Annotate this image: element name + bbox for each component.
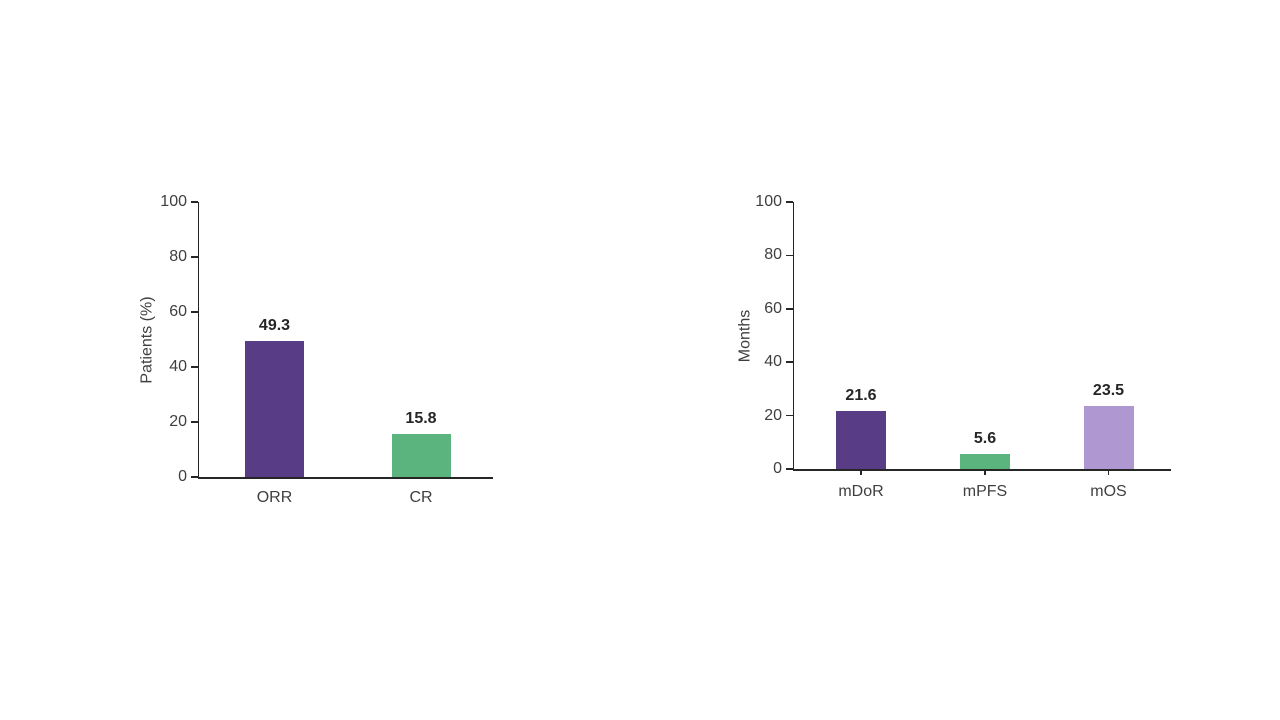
y-tick-label: 0: [773, 460, 782, 477]
bar-cr: [391, 433, 451, 477]
y-tick-mark: [786, 308, 793, 310]
x-axis-category-label: mOS: [1090, 483, 1127, 500]
y-tick-label: 40: [169, 358, 187, 375]
x-axis-category-label: mDoR: [838, 483, 884, 500]
x-axis-category-label: ORR: [256, 489, 293, 506]
y-tick-mark: [191, 311, 198, 313]
y-axis-line: [197, 202, 199, 477]
y-tick-label: 60: [169, 303, 187, 320]
x-tick-mark: [984, 469, 986, 475]
y-tick-mark: [786, 361, 793, 363]
y-tick-mark: [786, 468, 793, 470]
y-tick-label: 20: [764, 406, 782, 424]
bar-value-label: 15.8: [405, 409, 437, 427]
bar-mdor: [836, 411, 886, 469]
y-tick-label: 80: [764, 246, 782, 264]
x-axis-line: [197, 477, 493, 479]
y-tick-label: 100: [755, 193, 782, 210]
y-tick-mark: [786, 254, 793, 257]
x-axis-line: [792, 469, 1171, 471]
y-tick-label: 100: [160, 193, 187, 210]
y-tick-label: 80: [169, 248, 187, 265]
y-tick-label: 20: [169, 413, 187, 430]
y-axis-line: [792, 202, 794, 469]
y-tick-label: 60: [764, 299, 782, 317]
x-tick-mark: [860, 469, 862, 475]
y-tick-mark: [191, 476, 198, 478]
y-tick-mark: [786, 201, 793, 203]
x-axis-category-label: mPFS: [962, 483, 1008, 500]
bar-value-label: 49.3: [258, 317, 291, 335]
bar-value-label: 23.5: [1092, 382, 1125, 400]
y-axis-title: Months: [736, 309, 753, 362]
y-tick-mark: [191, 201, 198, 203]
y-tick-mark: [191, 256, 198, 258]
y-tick-label: 0: [178, 468, 187, 485]
x-tick-mark: [1107, 469, 1110, 475]
bar-mos: [1083, 406, 1134, 469]
bar-value-label: 21.6: [845, 387, 877, 405]
bar-mpfs: [960, 454, 1010, 469]
bar-value-label: 5.6: [973, 430, 997, 448]
bar-orr: [245, 341, 304, 477]
y-tick-mark: [191, 366, 198, 368]
y-tick-mark: [191, 421, 198, 423]
y-tick-label: 40: [764, 353, 782, 371]
x-axis-category-label: CR: [409, 489, 433, 506]
y-tick-mark: [786, 414, 793, 417]
